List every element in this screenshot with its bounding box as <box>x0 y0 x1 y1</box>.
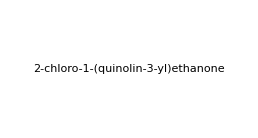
Text: 2-chloro-1-(quinolin-3-yl)ethanone: 2-chloro-1-(quinolin-3-yl)ethanone <box>33 64 225 74</box>
